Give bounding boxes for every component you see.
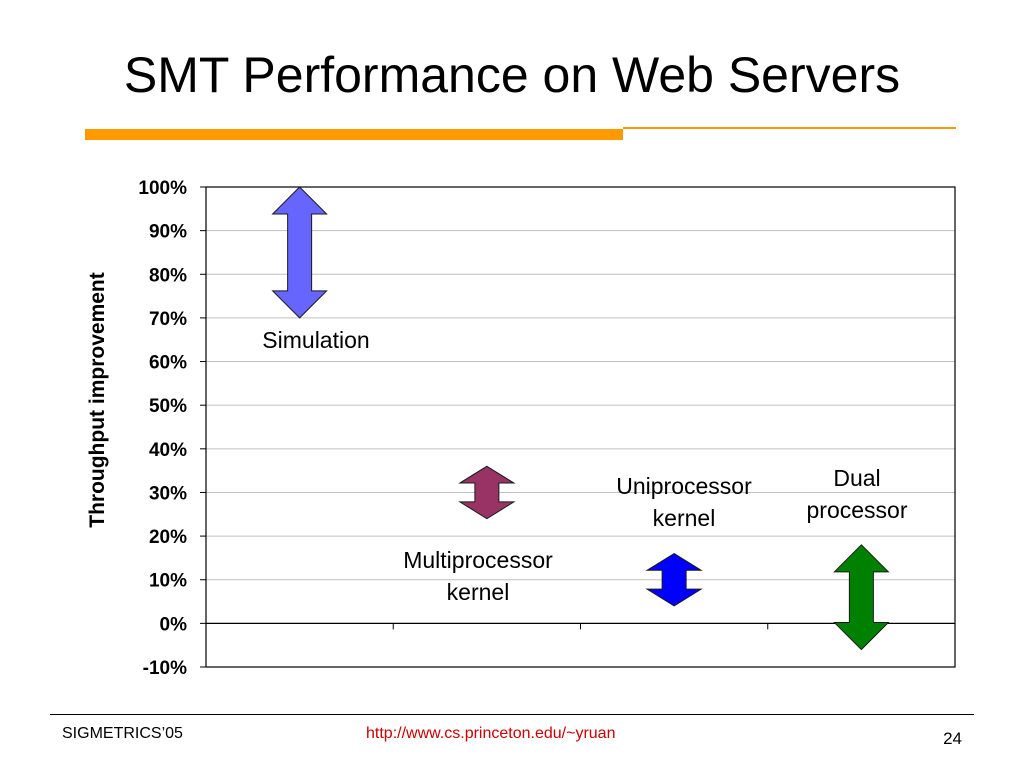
y-tick-label: 80%: [149, 265, 187, 286]
y-tick-label: 30%: [149, 483, 187, 504]
range-annotation: Uniprocessor: [616, 473, 752, 499]
y-tick-label: 70%: [149, 309, 187, 330]
range-annotation: Simulation: [262, 327, 369, 353]
page-number: 24: [943, 729, 962, 748]
range-annotation: kernel: [653, 505, 716, 531]
y-tick-label: 100%: [138, 178, 187, 199]
y-tick-label: 10%: [149, 571, 187, 592]
y-tick-label: 60%: [149, 353, 187, 374]
y-tick-label: -10%: [143, 658, 187, 679]
y-tick-label: 50%: [149, 396, 187, 417]
footer-conference: SIGMETRICS’05: [62, 725, 183, 742]
range-arrow: [645, 552, 703, 607]
y-tick-label: 20%: [149, 527, 187, 548]
slide-title: SMT Performance on Web Servers: [123, 47, 901, 103]
plot-border: [205, 186, 956, 668]
y-tick-label: 0%: [160, 614, 188, 635]
range-annotation: Multiprocessor: [403, 547, 553, 573]
range-annotation: kernel: [447, 579, 510, 605]
range-arrow: [458, 465, 516, 520]
title-underline-thin: [623, 127, 956, 129]
footer-url[interactable]: http://www.cs.princeton.edu/~yruan: [366, 725, 616, 742]
range-annotation: Dual: [833, 465, 880, 491]
range-annotation: processor: [807, 497, 908, 523]
y-tick-label: 40%: [149, 440, 187, 461]
plot-area: [206, 187, 955, 667]
range-arrow: [833, 544, 890, 651]
title-underline-thick: [85, 129, 623, 140]
range-arrow: [271, 186, 328, 319]
y-tick-label: 90%: [149, 222, 187, 243]
footer-divider: [50, 714, 974, 715]
y-axis-label: Throughput improvement: [86, 272, 109, 528]
